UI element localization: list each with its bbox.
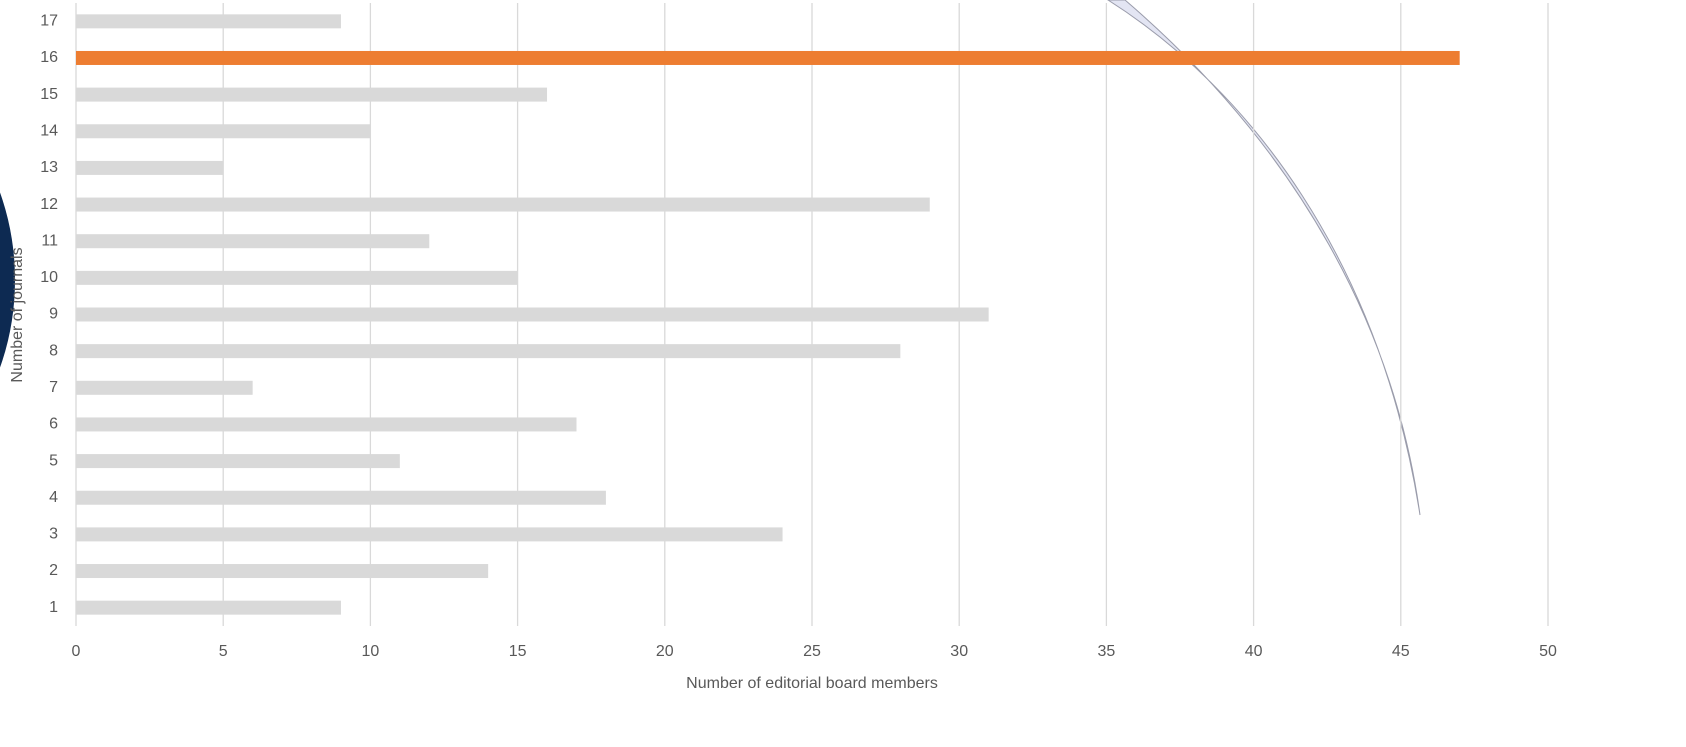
y-tick-label: 9	[49, 306, 58, 323]
bar	[76, 344, 901, 359]
bar	[76, 380, 253, 395]
y-tick-label: 6	[49, 416, 58, 433]
y-tick-label: 5	[49, 452, 58, 469]
bar	[76, 527, 783, 542]
x-tick-label: 10	[362, 643, 380, 660]
bar	[76, 454, 400, 469]
x-tick-label: 50	[1539, 643, 1557, 660]
x-tick-label: 40	[1245, 643, 1263, 660]
bar	[76, 490, 606, 505]
x-tick-label: 0	[72, 643, 81, 660]
x-axis-title: Number of editorial board members	[686, 675, 938, 692]
bar	[76, 160, 224, 175]
bar	[76, 50, 1460, 65]
y-tick-label: 13	[40, 159, 58, 176]
x-tick-label: 15	[509, 643, 527, 660]
y-tick-label: 1	[49, 599, 58, 616]
y-tick-label: 7	[49, 379, 58, 396]
plot-area: 0 5 10 15 20 25 30 35 40 45 5012345678910111213141…	[40, 3, 1557, 660]
y-tick-label: 16	[40, 49, 58, 66]
y-tick-label: 4	[49, 489, 58, 506]
bar	[76, 87, 548, 102]
y-axis-title: Number of journals	[9, 247, 26, 382]
y-tick-label: 10	[40, 269, 58, 286]
bar	[76, 564, 489, 579]
decor-crescent	[1107, 0, 1421, 516]
x-tick-label: 35	[1098, 643, 1116, 660]
x-tick-label: 5	[219, 643, 228, 660]
y-tick-label: 8	[49, 342, 58, 359]
bar	[76, 307, 989, 322]
y-tick-label: 17	[40, 13, 58, 30]
bar	[76, 600, 341, 615]
x-tick-label: 45	[1392, 643, 1410, 660]
y-tick-label: 15	[40, 86, 58, 103]
bar	[76, 234, 430, 249]
x-tick-label: 30	[950, 643, 968, 660]
bar	[76, 417, 577, 432]
y-tick-label: 3	[49, 526, 58, 543]
y-tick-label: 2	[49, 562, 58, 579]
decor-circle	[0, 192, 15, 368]
bar	[76, 14, 341, 29]
bar	[76, 197, 930, 212]
y-tick-label: 12	[40, 196, 58, 213]
y-tick-label: 11	[41, 232, 58, 249]
bar	[76, 270, 518, 285]
x-tick-label: 20	[656, 643, 674, 660]
bar	[76, 124, 371, 139]
y-tick-label: 14	[40, 122, 58, 139]
x-tick-label: 25	[803, 643, 821, 660]
